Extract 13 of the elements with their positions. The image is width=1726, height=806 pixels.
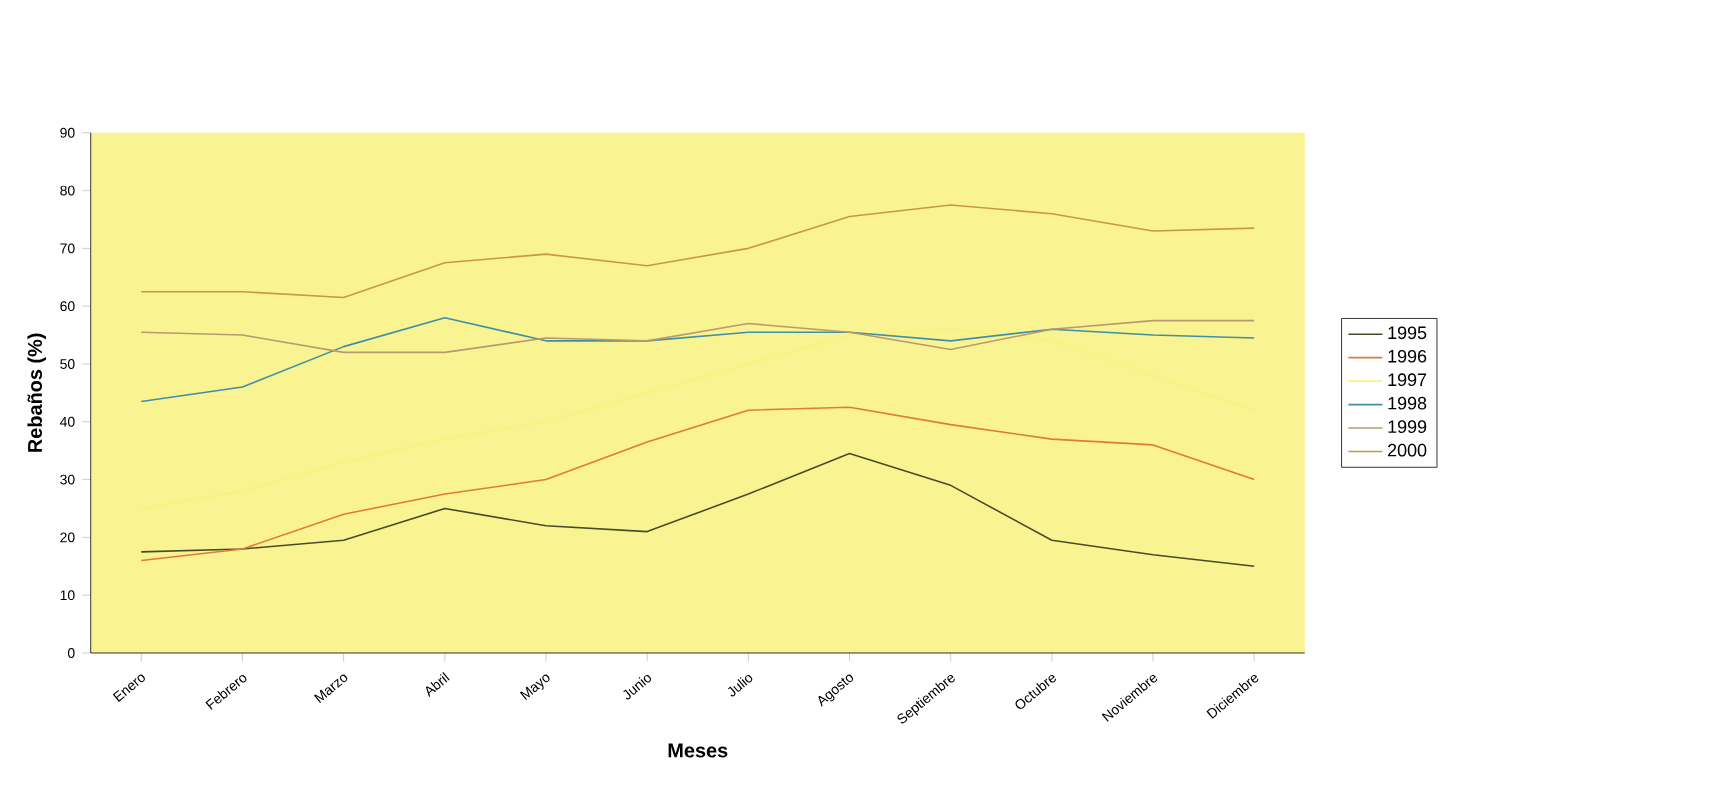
legend-label: 1998 bbox=[1388, 396, 1427, 410]
line-series bbox=[140, 316, 1255, 403]
line-series bbox=[140, 204, 1255, 299]
line-series bbox=[140, 406, 1255, 562]
y-axis-title: Rebaños (%) bbox=[27, 333, 46, 452]
legend-label: 1995 bbox=[1388, 326, 1427, 340]
x-axis-title: Meses bbox=[668, 743, 728, 758]
line-series bbox=[140, 319, 1255, 354]
legend-label: 2000 bbox=[1388, 443, 1427, 457]
legend-label: 1997 bbox=[1388, 373, 1427, 387]
legend-label: 1996 bbox=[1388, 349, 1427, 363]
legend-label: 1999 bbox=[1388, 420, 1427, 434]
line-series bbox=[140, 452, 1255, 568]
